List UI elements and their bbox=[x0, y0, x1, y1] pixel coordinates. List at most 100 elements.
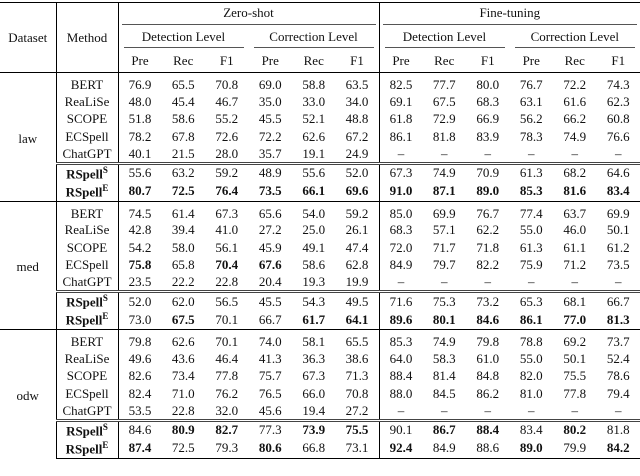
zero-shot-label: Zero-shot bbox=[122, 5, 376, 25]
value-cell: 71.6 bbox=[379, 292, 423, 311]
value-cell: 83.4 bbox=[510, 420, 554, 439]
value-cell: 43.6 bbox=[162, 350, 206, 368]
method-name: ReaLiSe bbox=[65, 351, 110, 366]
value-cell: 65.5 bbox=[162, 73, 206, 94]
value-cell: 55.0 bbox=[510, 222, 554, 240]
value-cell: 58.8 bbox=[292, 73, 336, 94]
value-cell: 77.7 bbox=[423, 73, 467, 94]
value-cell: 89.6 bbox=[379, 311, 423, 330]
value-cell: 61.0 bbox=[466, 350, 510, 368]
level-header: Detection Level bbox=[118, 26, 249, 50]
value-cell: 45.4 bbox=[162, 93, 206, 111]
value-cell: 86.1 bbox=[510, 311, 554, 330]
value-cell: 79.3 bbox=[205, 439, 249, 458]
value-cell: 82.0 bbox=[510, 368, 554, 386]
value-cell: 84.8 bbox=[466, 368, 510, 386]
value-cell: 85.3 bbox=[379, 330, 423, 351]
value-cell: 45.6 bbox=[249, 403, 293, 421]
method-name: RSpell bbox=[66, 166, 103, 181]
value-cell: 84.6 bbox=[466, 311, 510, 330]
value-cell: 74.9 bbox=[423, 330, 467, 351]
method-name: ChatGPT bbox=[62, 146, 111, 161]
value-cell: 90.1 bbox=[379, 420, 423, 439]
value-cell: 67.3 bbox=[292, 368, 336, 386]
value-cell: 57.1 bbox=[423, 222, 467, 240]
method-cell: BERT bbox=[56, 201, 118, 222]
value-cell: 24.9 bbox=[336, 146, 380, 164]
value-cell: 76.2 bbox=[205, 385, 249, 403]
value-cell: 56.1 bbox=[205, 239, 249, 257]
value-cell: 69.1 bbox=[379, 93, 423, 111]
value-cell: 77.3 bbox=[249, 420, 293, 439]
value-cell: 22.2 bbox=[162, 274, 206, 292]
value-cell: 68.1 bbox=[553, 292, 597, 311]
value-cell: 66.1 bbox=[292, 182, 336, 201]
value-cell: 65.3 bbox=[510, 292, 554, 311]
method-cell: ReaLiSe bbox=[56, 93, 118, 111]
method-cell: ChatGPT bbox=[56, 403, 118, 421]
value-cell: 67.5 bbox=[423, 93, 467, 111]
value-cell: 48.9 bbox=[249, 163, 293, 182]
value-cell: 70.1 bbox=[205, 330, 249, 351]
value-cell: 23.5 bbox=[118, 274, 162, 292]
value-cell: 64.0 bbox=[379, 350, 423, 368]
value-cell: 61.3 bbox=[510, 163, 554, 182]
value-cell: 52.0 bbox=[336, 163, 380, 182]
value-cell: 74.9 bbox=[423, 163, 467, 182]
level-header: Detection Level bbox=[379, 26, 510, 50]
value-cell: 81.8 bbox=[597, 420, 640, 439]
value-cell: 27.2 bbox=[249, 222, 293, 240]
value-cell: 88.6 bbox=[466, 439, 510, 458]
value-cell: 81.6 bbox=[553, 182, 597, 201]
level-label: Correction Level bbox=[254, 29, 374, 48]
value-cell: 74.9 bbox=[553, 128, 597, 146]
value-cell: 70.1 bbox=[205, 311, 249, 330]
method-cell: ChatGPT bbox=[56, 146, 118, 164]
method-superscript: E bbox=[102, 311, 108, 321]
value-cell: – bbox=[553, 403, 597, 421]
value-cell: – bbox=[423, 146, 467, 164]
value-cell: – bbox=[553, 274, 597, 292]
value-cell: 75.9 bbox=[510, 257, 554, 275]
method-name: ChatGPT bbox=[62, 274, 111, 289]
value-cell: 87.4 bbox=[118, 439, 162, 458]
value-cell: 79.9 bbox=[553, 439, 597, 458]
value-cell: 85.3 bbox=[510, 182, 554, 201]
value-cell: 56.2 bbox=[510, 111, 554, 129]
value-cell: 38.6 bbox=[336, 350, 380, 368]
metric-header: Pre bbox=[249, 50, 293, 73]
value-cell: 58.1 bbox=[292, 330, 336, 351]
value-cell: – bbox=[553, 146, 597, 164]
value-cell: – bbox=[466, 146, 510, 164]
value-cell: 79.8 bbox=[118, 330, 162, 351]
value-cell: 85.0 bbox=[379, 201, 423, 222]
value-cell: 48.8 bbox=[336, 111, 380, 129]
value-cell: 66.7 bbox=[597, 292, 640, 311]
value-cell: 58.3 bbox=[423, 350, 467, 368]
value-cell: 89.0 bbox=[466, 182, 510, 201]
method-superscript: S bbox=[103, 165, 108, 175]
value-cell: 49.1 bbox=[292, 239, 336, 257]
value-cell: 72.6 bbox=[205, 128, 249, 146]
fine-tuning-label: Fine-tuning bbox=[383, 5, 637, 25]
value-cell: 20.4 bbox=[249, 274, 293, 292]
value-cell: 73.1 bbox=[336, 439, 380, 458]
value-cell: 75.7 bbox=[249, 368, 293, 386]
value-cell: 54.3 bbox=[292, 292, 336, 311]
value-cell: 88.4 bbox=[466, 420, 510, 439]
method-name: ECSpell bbox=[65, 129, 108, 144]
value-cell: 69.9 bbox=[597, 201, 640, 222]
value-cell: 88.0 bbox=[379, 385, 423, 403]
value-cell: 56.5 bbox=[205, 292, 249, 311]
level-header: Correction Level bbox=[510, 26, 640, 50]
value-cell: 68.3 bbox=[379, 222, 423, 240]
dataset-cell: law bbox=[0, 73, 56, 202]
metric-header: Rec bbox=[553, 50, 597, 73]
method-name: ReaLiSe bbox=[65, 222, 110, 237]
